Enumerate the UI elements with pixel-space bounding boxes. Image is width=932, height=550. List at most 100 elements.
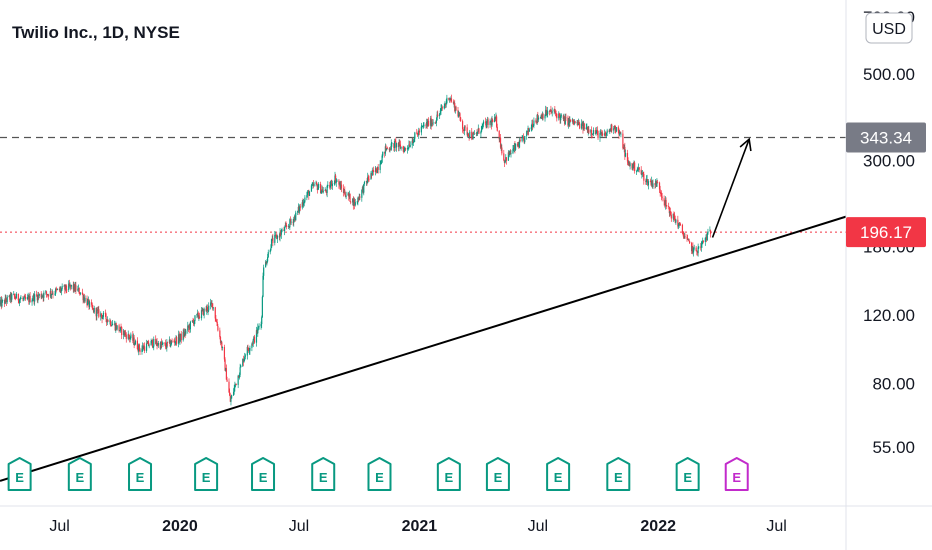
candle-body [564,117,566,124]
earnings-marker-shape[interactable] [675,457,700,491]
earnings-marker[interactable]: E [724,457,749,491]
earnings-marker-shape[interactable] [311,457,336,491]
candle-body [656,182,658,187]
candle-body [64,285,66,290]
candle-body [592,134,594,135]
candle-body [348,193,350,197]
candle-body [307,191,309,193]
candle-body [435,120,438,123]
arrow-line[interactable] [711,138,750,238]
candle-body [357,197,359,202]
candle-body [311,185,313,187]
earnings-marker[interactable]: E [7,457,32,491]
candle-body [371,170,373,175]
candle-body [572,119,574,123]
candle-body [221,347,224,348]
candle-body [174,341,176,343]
candle-body [626,153,629,162]
candle-body [265,261,267,268]
candle-body [446,97,448,103]
earnings-marker-shape[interactable] [67,457,92,491]
candle-body [649,181,651,183]
earnings-marker[interactable]: E [485,457,510,491]
earnings-marker-shape[interactable] [128,457,153,491]
candle-body [28,296,30,302]
earnings-marker-shape[interactable] [251,457,276,491]
earnings-marker[interactable]: E [194,457,219,491]
candle-body [14,296,16,299]
candle-body [251,343,254,345]
earnings-marker-shape[interactable] [367,457,392,491]
candle-body [461,121,464,130]
earnings-marker[interactable]: E [367,457,392,491]
candle-body [622,148,625,149]
candle-body [189,321,191,330]
candle-body [193,320,195,325]
candle-body [615,127,617,132]
candle-body [510,153,512,155]
candle-body [481,125,483,127]
earnings-marker[interactable]: E [675,457,700,491]
candle-body [636,170,638,172]
currency-button-box[interactable] [865,12,913,44]
candle-body [77,288,79,291]
candle-body [624,153,627,157]
candle-body [588,129,590,133]
candle-body [698,246,700,248]
candle-body [255,330,258,343]
candle-body [367,176,369,179]
candle-body [499,137,501,140]
candle-body [321,189,324,193]
candle-body [159,343,161,349]
candle-body [380,162,383,164]
candle-body [379,163,381,170]
candle-body [269,250,271,253]
trendline[interactable] [0,215,847,482]
candle-body [395,141,397,148]
candle-body [627,161,629,164]
candle-body [624,146,626,157]
earnings-marker-shape[interactable] [7,457,32,491]
currency-button-label[interactable]: USD [872,21,906,38]
candle-body [261,317,263,325]
time-axis[interactable]: Jul 2020 Jul 2021 Jul 2022 Jul [49,518,787,535]
candle-body [320,190,322,194]
candle-body [253,336,255,340]
candle-body [560,115,562,121]
earnings-marker[interactable]: E [606,457,631,491]
candle-body [238,374,241,378]
earnings-marker-shape[interactable] [194,457,219,491]
earnings-marker[interactable]: E [128,457,153,491]
currency-button[interactable]: USD [865,12,913,44]
earnings-marker-shape[interactable] [724,457,749,491]
earnings-marker-shape[interactable] [546,457,571,491]
candle-body [705,236,707,238]
earnings-marker-shape[interactable] [485,457,510,491]
candle-body [381,155,383,163]
earnings-marker[interactable]: E [67,457,92,491]
candle-body [270,239,273,248]
candle-body [45,291,48,294]
candle-body [340,184,343,189]
candle-body [469,131,471,138]
candle-body [590,129,593,135]
candle-body [514,143,517,150]
earnings-marker[interactable]: E [436,457,461,491]
candle-body [10,293,12,300]
earnings-marker[interactable]: E [546,457,571,491]
candle-body [22,298,24,300]
candle-body [585,127,587,130]
candle-body [432,122,434,124]
price-tag-label: 343.34 [860,129,912,148]
candle-body [596,129,598,132]
earnings-marker-shape[interactable] [606,457,631,491]
earnings-marker[interactable]: E [251,457,276,491]
earnings-marker-shape[interactable] [436,457,461,491]
candle-body [533,120,535,126]
candle-body [234,383,237,385]
earnings-marker[interactable]: E [311,457,336,491]
candle-body [281,229,283,232]
candle-body [289,219,291,228]
